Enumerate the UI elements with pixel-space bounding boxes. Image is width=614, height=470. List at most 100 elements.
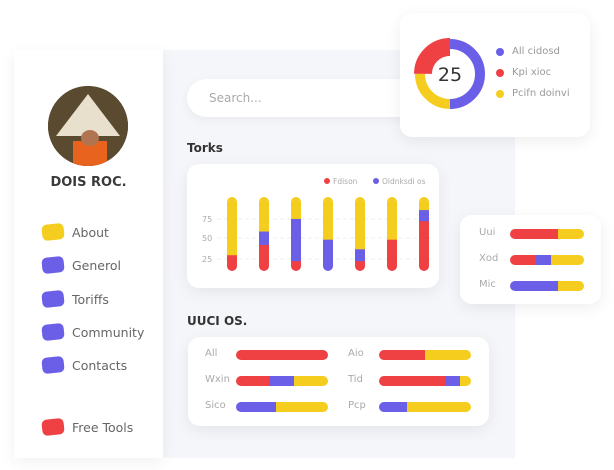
bar-segment <box>291 218 301 262</box>
stacked-bar <box>291 197 301 271</box>
bar-segment <box>291 260 301 271</box>
bar-row-label: Pcp <box>348 400 366 411</box>
legend-dot <box>496 68 504 77</box>
torks-title: Torks <box>187 141 223 155</box>
bar-segment <box>379 402 407 412</box>
bar-segment <box>227 254 237 271</box>
donut-chart: 25 <box>414 38 486 110</box>
nav-blob-icon <box>41 355 65 375</box>
avatar <box>48 86 128 166</box>
bar-segment <box>419 220 429 271</box>
bar-segment <box>323 239 333 271</box>
bar-segment <box>236 350 328 360</box>
legend-dot <box>496 89 504 98</box>
stacked-bar <box>355 197 365 271</box>
bar-row-label: Uui <box>479 227 496 238</box>
sidebar-item-label: About <box>72 224 109 240</box>
sidebar-item-label: Community <box>72 324 145 340</box>
donut-slice-red <box>414 38 486 110</box>
bar-segment <box>275 402 328 412</box>
bar-segment <box>379 350 425 360</box>
bar-segment <box>558 229 584 239</box>
bar-row-label: Wxin <box>205 374 230 385</box>
bar-segment <box>425 350 471 360</box>
bar-segment <box>551 255 584 265</box>
horizontal-stacked-bar <box>510 281 584 291</box>
bar-segment <box>323 197 333 240</box>
y-tick-label: 75 <box>202 215 212 224</box>
bar-segment <box>355 248 365 262</box>
legend-dot <box>373 178 379 184</box>
mini-bars-card: Uui Xod Mic <box>460 215 601 304</box>
sidebar-item-contacts[interactable]: Contacts <box>41 355 128 375</box>
bar-segment <box>535 255 552 265</box>
bar-segment <box>236 402 276 412</box>
bar-segment <box>236 376 270 386</box>
sidebar-item-community[interactable]: Community <box>41 322 145 342</box>
bar-segment <box>379 376 447 386</box>
legend-label: All cidosd <box>512 46 560 57</box>
bar-segment <box>510 229 559 239</box>
sidebar-item-generol[interactable]: Generol <box>41 255 121 275</box>
uuci-title: UUCI OS. <box>187 314 248 328</box>
donut-card: 25 All cidosd Kpi xioc Pcifn doinvi <box>400 13 590 137</box>
bar-segment <box>355 260 365 271</box>
horizontal-stacked-bar <box>236 402 328 412</box>
legend-dot <box>496 47 504 56</box>
sidebar-item-label: Generol <box>72 257 121 273</box>
bar-segment <box>259 231 269 245</box>
nav-blob-icon <box>41 417 65 437</box>
legend-label: Kpi xioc <box>512 67 552 78</box>
bar-segment <box>459 376 471 386</box>
bar-segment <box>406 402 471 412</box>
y-tick-label: 25 <box>202 255 212 264</box>
stacked-bar <box>387 197 397 271</box>
stacked-bar <box>419 197 429 271</box>
nav-blob-icon <box>41 255 65 275</box>
sidebar-item-label: Free Tools <box>72 419 134 435</box>
horizontal-stacked-bar <box>379 350 471 360</box>
bar-segment <box>419 197 429 211</box>
horizontal-stacked-bar <box>236 350 328 360</box>
donut-legend-item: All cidosd <box>496 46 570 57</box>
sidebar-item-about[interactable]: About <box>41 222 109 242</box>
profile-name: DOIS ROC. <box>50 175 127 190</box>
horizontal-stacked-bar <box>510 255 584 265</box>
bar-row-label: Sico <box>205 400 226 411</box>
stacked-bar <box>227 197 237 271</box>
bar-segment <box>510 255 536 265</box>
bar-segment <box>419 209 429 222</box>
bar-segment <box>387 197 397 240</box>
bar-segment <box>446 376 460 386</box>
sidebar-item-label: Toriffs <box>72 291 109 307</box>
torks-chart-card: 75 50 25 Fdison Oidnksdi os <box>187 164 439 288</box>
donut-legend-item: Kpi xioc <box>496 67 570 78</box>
y-tick-label: 50 <box>202 234 212 243</box>
legend-label: Fdison <box>333 177 358 186</box>
bar-segment <box>293 376 328 386</box>
horizontal-stacked-bar <box>379 402 471 412</box>
nav-blob-icon <box>41 289 65 309</box>
nav-blob-icon <box>41 322 65 342</box>
bar-row-label: Mic <box>479 279 496 290</box>
bar-row-label: Tid <box>348 374 363 385</box>
sidebar-item-toriffs[interactable]: Toriffs <box>41 289 109 309</box>
bar-segment <box>510 281 559 291</box>
nav-blob-icon <box>41 222 65 242</box>
bar-segment <box>259 244 269 271</box>
bar-row-label: All <box>205 348 218 359</box>
sidebar-item-label: Contacts <box>72 357 128 373</box>
bar-row-label: Aio <box>348 348 364 359</box>
bar-segment <box>558 281 584 291</box>
donut-center-value: 25 <box>438 64 462 86</box>
bar-segment <box>291 197 301 219</box>
bar-segment <box>227 197 237 256</box>
horizontal-stacked-bar <box>379 376 471 386</box>
donut-legend-item: Pcifn doinvi <box>496 88 570 99</box>
horizontal-stacked-bar <box>236 376 328 386</box>
bar-segment <box>269 376 294 386</box>
donut-slice-yellow <box>415 39 485 109</box>
stacked-bar-chart: 75 50 25 Fdison Oidnksdi os <box>202 177 432 271</box>
sidebar-item-free-tools[interactable]: Free Tools <box>41 417 134 437</box>
stacked-bar <box>323 197 333 271</box>
